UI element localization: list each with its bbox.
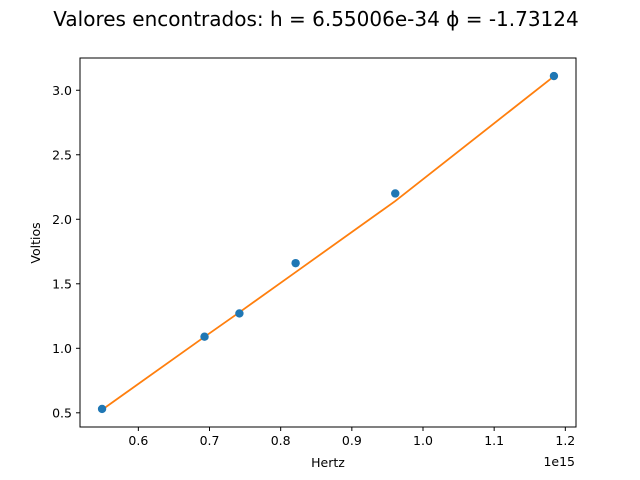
x-tick-label: 0.6 <box>128 433 148 448</box>
chart-title: Valores encontrados: h = 6.55006e-34 ϕ =… <box>53 7 578 31</box>
x-tick-label: 0.9 <box>342 433 362 448</box>
y-tick-label: 3.0 <box>52 83 72 98</box>
x-tick-label: 1.0 <box>413 433 433 448</box>
data-point <box>549 71 559 81</box>
data-point <box>235 309 244 318</box>
y-axis: 0.5 1.0 1.5 2.0 2.5 3.0 <box>52 83 80 420</box>
x-axis: 0.6 0.7 0.8 0.9 1.0 1.1 1.2 <box>128 427 575 448</box>
y-tick-label: 2.5 <box>52 147 72 162</box>
data-point <box>200 332 209 341</box>
y-tick-label: 2.0 <box>52 212 72 227</box>
y-axis-label: Voltios <box>28 222 43 263</box>
x-tick-label: 0.7 <box>200 433 220 448</box>
x-axis-label: Hertz <box>311 455 345 470</box>
x-tick-label: 1.2 <box>555 433 575 448</box>
y-tick-label: 1.0 <box>52 341 72 356</box>
x-tick-label: 0.8 <box>271 433 291 448</box>
x-tick-label: 1.1 <box>484 433 504 448</box>
fit-line <box>101 75 555 411</box>
y-tick-label: 1.5 <box>52 276 72 291</box>
data-point <box>291 258 300 268</box>
plot-frame <box>79 57 577 428</box>
y-tick-label: 0.5 <box>52 405 72 420</box>
data-point <box>97 404 107 414</box>
x-offset-label: 1e15 <box>543 454 575 469</box>
plot-area <box>79 57 577 428</box>
data-point <box>391 189 400 198</box>
